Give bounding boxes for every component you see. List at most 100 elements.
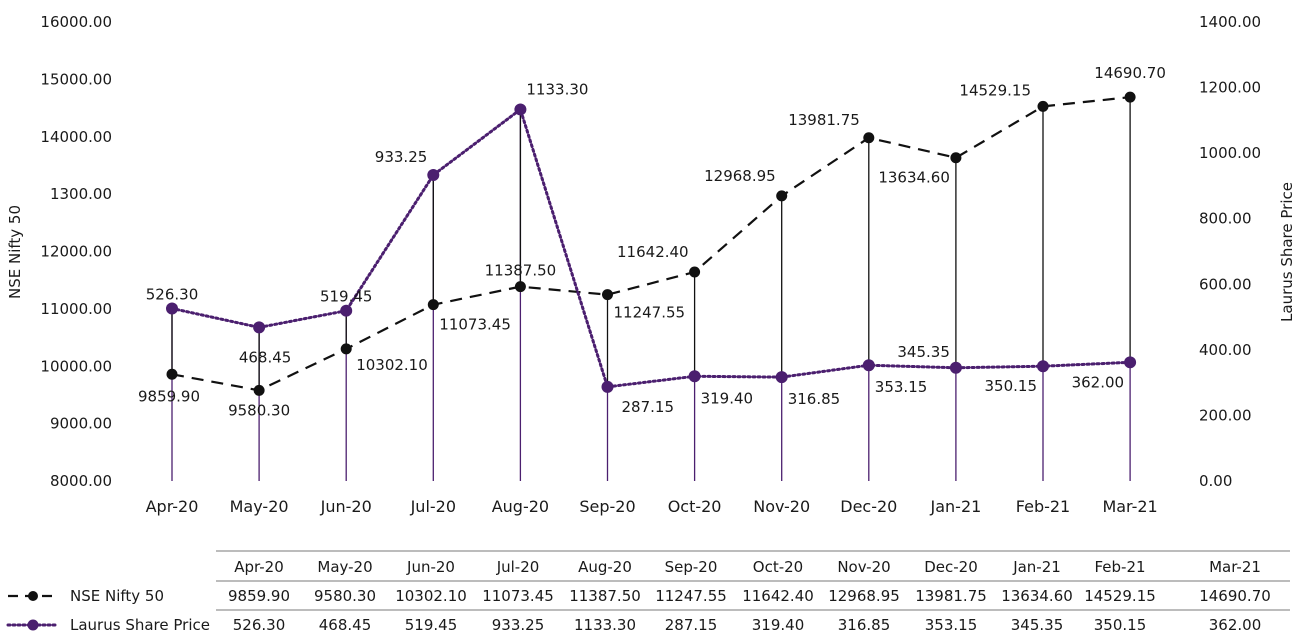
laurus-legend-key-marker xyxy=(27,619,39,631)
x-tick-label: Feb-21 xyxy=(1016,497,1070,516)
x-tick-label: Apr-20 xyxy=(146,497,199,516)
table-cell: 9580.30 xyxy=(314,587,376,605)
laurus-line xyxy=(170,106,1132,389)
table-header: Sep-20 xyxy=(665,558,718,576)
data-table: Apr-20 May-20 Jun-20 Jul-20 Aug-20 Sep-20 Oct-… xyxy=(6,550,1290,634)
laurus-data-label: 526.30 xyxy=(146,285,199,303)
data-labels: 9859.90 9580.30 10302.10 11073.45 11387.50 11… xyxy=(138,64,1166,419)
laurus-point xyxy=(166,302,178,315)
y-left-axis-title: NSE Nifty 50 xyxy=(6,205,24,299)
nifty-data-label: 14529.15 xyxy=(959,81,1031,99)
y-left-tick-label: 8000.00 xyxy=(50,472,112,490)
table-cell: 12968.95 xyxy=(828,587,900,605)
y-right-tick-label: 600.00 xyxy=(1199,275,1252,293)
table-cell: 287.15 xyxy=(665,616,718,634)
table-cell: 14690.70 xyxy=(1199,587,1271,605)
table-header: Jul-20 xyxy=(496,558,540,576)
nifty-point xyxy=(602,289,613,301)
x-tick-label: Jul-20 xyxy=(410,497,456,516)
table-cell: 11247.55 xyxy=(655,587,727,605)
table-series-name: Laurus Share Price xyxy=(70,616,210,634)
table-cell: 362.00 xyxy=(1209,616,1262,634)
laurus-point xyxy=(775,371,788,384)
table-cell: 11073.45 xyxy=(482,587,554,605)
laurus-point xyxy=(601,380,614,393)
x-tick-label: May-20 xyxy=(230,497,289,516)
table-header: Oct-20 xyxy=(753,558,803,576)
nifty-point xyxy=(340,343,352,355)
y-right-tick-label: 1400.00 xyxy=(1199,13,1261,31)
table-header: Jun-20 xyxy=(406,558,455,576)
nifty-point xyxy=(863,132,875,144)
x-tick-label: Sep-20 xyxy=(579,497,635,516)
x-tick-label: Oct-20 xyxy=(668,497,722,516)
y-right-tick-label: 0.00 xyxy=(1199,472,1232,490)
table-cell: 350.15 xyxy=(1094,616,1147,634)
x-tick-label: Jan-21 xyxy=(930,497,982,516)
table-header: Apr-20 xyxy=(234,558,284,576)
laurus-point xyxy=(1124,356,1137,369)
table-cell: 13981.75 xyxy=(915,587,987,605)
table-cell: 933.25 xyxy=(492,616,545,634)
table-header: Nov-20 xyxy=(837,558,890,576)
nifty-point xyxy=(427,299,439,311)
table-cell: 1133.30 xyxy=(574,616,636,634)
nifty-point xyxy=(1124,91,1136,103)
table-header: Feb-21 xyxy=(1094,558,1145,576)
nifty-data-label: 14690.70 xyxy=(1094,64,1166,82)
table-cell: 468.45 xyxy=(319,616,372,634)
laurus-point xyxy=(253,321,266,334)
nifty-data-label: 12968.95 xyxy=(704,167,776,185)
laurus-point xyxy=(862,359,875,372)
y-left-tick-label: 16000.00 xyxy=(40,13,112,31)
y-right-tick-label: 200.00 xyxy=(1199,406,1252,424)
laurus-data-label: 350.15 xyxy=(985,377,1038,395)
nifty-data-label: 11073.45 xyxy=(439,316,511,334)
nifty-point xyxy=(253,384,265,396)
y-right-tick-label: 400.00 xyxy=(1199,341,1252,359)
table-cell: 319.40 xyxy=(752,616,805,634)
laurus-data-label: 345.35 xyxy=(897,343,950,361)
x-tick-label: Dec-20 xyxy=(840,497,897,516)
laurus-point xyxy=(1037,360,1049,373)
laurus-point xyxy=(340,304,353,317)
laurus-data-label: 1133.30 xyxy=(526,80,588,98)
table-header: Aug-20 xyxy=(578,558,632,576)
drop-lines xyxy=(171,97,1131,481)
laurus-data-label: 316.85 xyxy=(788,390,841,408)
y-left-tick-label: 14000.00 xyxy=(40,128,112,146)
x-tick-label: Jun-20 xyxy=(320,497,372,516)
y-left-tick-label: 9000.00 xyxy=(50,415,112,433)
series-lines xyxy=(170,96,1132,392)
laurus-data-label: 468.45 xyxy=(239,348,292,366)
table-series-name: NSE Nifty 50 xyxy=(70,587,164,605)
laurus-data-label: 319.40 xyxy=(701,389,754,407)
y-right-tick-label: 800.00 xyxy=(1199,210,1252,228)
table-cell: 316.85 xyxy=(838,616,891,634)
table-cell: 13634.60 xyxy=(1001,587,1073,605)
x-tick-label: Aug-20 xyxy=(492,497,549,516)
y-right-axis-title: Laurus Share Price xyxy=(1278,182,1296,322)
laurus-data-label: 519.45 xyxy=(320,288,373,306)
y-left-tick-label: 12000.00 xyxy=(40,243,112,261)
x-tick-label: Nov-20 xyxy=(753,497,810,516)
nifty-legend-key-marker xyxy=(28,591,38,601)
nifty-point xyxy=(514,281,526,293)
y-left-tick-label: 10000.00 xyxy=(40,357,112,375)
table-cell: 11387.50 xyxy=(569,587,641,605)
laurus-point xyxy=(688,370,701,383)
table-cell: 526.30 xyxy=(233,616,286,634)
table-header: Mar-21 xyxy=(1209,558,1261,576)
laurus-data-label: 287.15 xyxy=(622,398,675,416)
table-cell: 519.45 xyxy=(405,616,458,634)
table-cell: 9859.90 xyxy=(228,587,290,605)
nifty-point xyxy=(776,190,788,202)
y-right-tick-label: 1200.00 xyxy=(1199,79,1261,97)
table-header: Dec-20 xyxy=(924,558,978,576)
laurus-point xyxy=(427,169,440,182)
axes: 8000.00 9000.00 10000.00 11000.00 12000.00 13… xyxy=(6,13,1296,516)
nifty-point xyxy=(950,152,962,164)
nifty-data-label: 11247.55 xyxy=(614,304,686,322)
nifty-data-label: 13634.60 xyxy=(878,169,950,187)
